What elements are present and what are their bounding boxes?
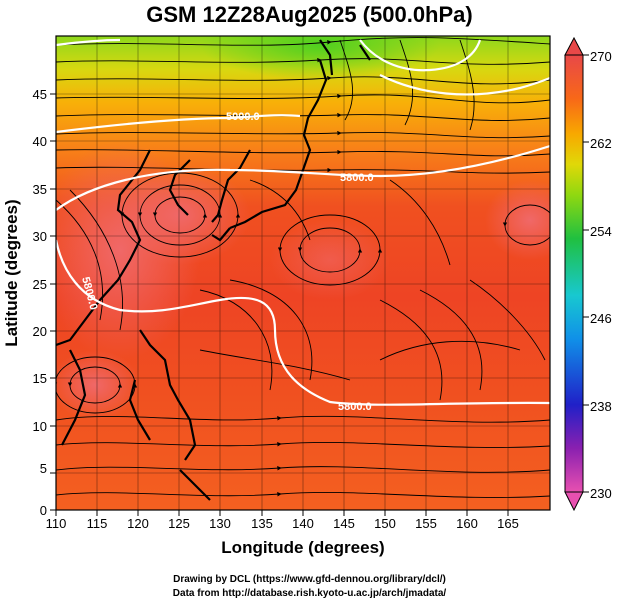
y-tick-label: 40 bbox=[33, 134, 47, 149]
y-tick-label: 35 bbox=[33, 182, 47, 197]
y-tick-label: 5 bbox=[40, 461, 47, 476]
x-tick-label: 125 bbox=[168, 516, 190, 531]
contour-labels: 5000.0 5800.0 5800.0 5800.0 bbox=[79, 111, 374, 413]
x-tick-label: 165 bbox=[497, 516, 519, 531]
contour-label: 5000.0 bbox=[226, 111, 260, 123]
colorbar-label: 254 bbox=[590, 224, 612, 239]
x-tick-label: 150 bbox=[374, 516, 396, 531]
y-tick-label: 10 bbox=[33, 419, 47, 434]
x-tick-marks bbox=[55, 510, 509, 516]
y-tick-label: 25 bbox=[33, 277, 47, 292]
x-axis-label: Longitude (degrees) bbox=[221, 538, 385, 557]
coastlines bbox=[56, 39, 371, 501]
colorbar-max-arrow bbox=[564, 36, 584, 56]
x-tick-label: 140 bbox=[292, 516, 314, 531]
y-tick-label: 30 bbox=[33, 229, 47, 244]
chart-title: GSM 12Z28Aug2025 (500.0hPa) bbox=[146, 2, 473, 27]
y-tick-marks bbox=[50, 93, 56, 511]
colorbar-min-arrow bbox=[564, 491, 584, 512]
colorbar-label: 270 bbox=[590, 49, 612, 64]
colorbar-gradient bbox=[564, 54, 584, 493]
height-contours bbox=[56, 38, 550, 406]
y-tick-label: 20 bbox=[33, 324, 47, 339]
colorbar-label: 230 bbox=[590, 486, 612, 501]
x-tick-label: 145 bbox=[333, 516, 355, 531]
colorbar bbox=[564, 36, 589, 512]
y-tick-label: 45 bbox=[33, 87, 47, 102]
y-tick-label: 0 bbox=[40, 503, 47, 518]
y-axis-label: Latitude (degrees) bbox=[2, 199, 21, 347]
x-tick-label: 130 bbox=[209, 516, 231, 531]
colorbar-label: 246 bbox=[590, 311, 612, 326]
contour-label: 5800.0 bbox=[340, 172, 374, 184]
x-tick-label: 155 bbox=[415, 516, 437, 531]
y-tick-label: 15 bbox=[33, 371, 47, 386]
x-tick-label: 110 bbox=[46, 516, 67, 531]
credit-data: Data from http://database.rish.kyoto-u.a… bbox=[172, 588, 447, 599]
x-tick-label: 120 bbox=[127, 516, 149, 531]
x-tick-label: 115 bbox=[87, 516, 108, 531]
colorbar-label: 238 bbox=[590, 399, 612, 414]
credit-drawing: Drawing by DCL (https://www.gfd-dennou.o… bbox=[173, 574, 446, 585]
x-tick-label: 160 bbox=[456, 516, 478, 531]
x-tick-label: 135 bbox=[251, 516, 273, 531]
contour-label: 5800.0 bbox=[338, 401, 372, 413]
temperature-field: 5000.0 5800.0 5800.0 5800.0 bbox=[56, 36, 550, 510]
colorbar-label: 262 bbox=[590, 136, 612, 151]
